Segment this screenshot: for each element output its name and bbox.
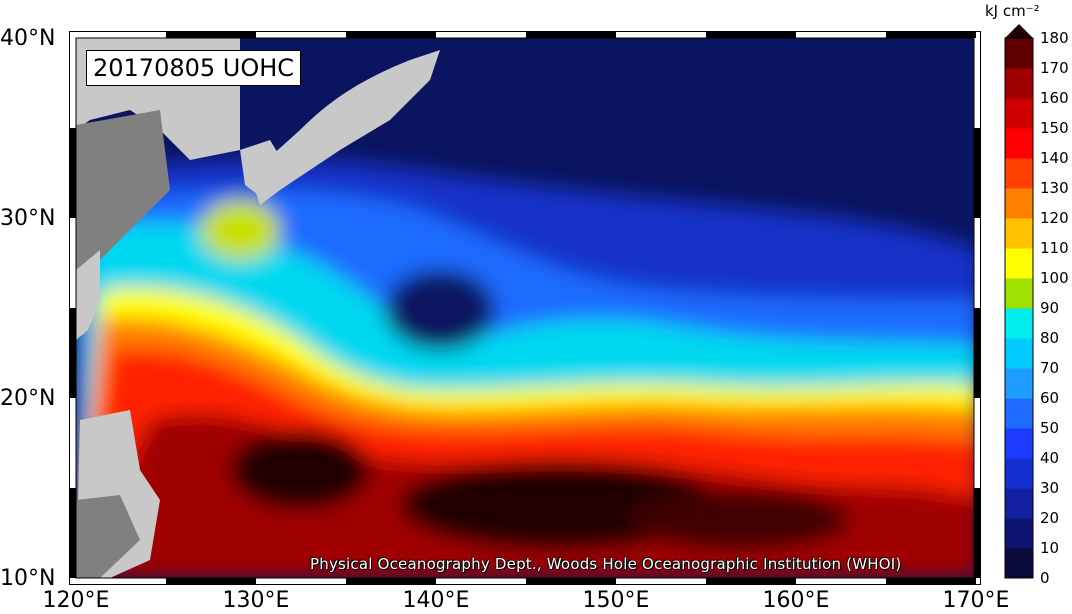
colorbar-tick-label: 120 (1040, 209, 1069, 227)
credit-text: Physical Oceanography Dept., Woods Hole … (310, 555, 902, 573)
colorbar-unit: kJ cm⁻² (985, 2, 1040, 20)
colorbar-segment (1005, 428, 1033, 459)
lon-label-140: 140°E (402, 588, 470, 613)
colorbar-segment (1005, 368, 1033, 399)
colorbar-tick-label: 50 (1040, 419, 1060, 437)
colorbar-border (1004, 37, 1034, 579)
colorbar-segment (1005, 278, 1033, 309)
colorbar-segment (1005, 38, 1033, 69)
colorbar-tick-label: 20 (1040, 509, 1060, 527)
colorbar-segment (1005, 128, 1033, 159)
colorbar-segment (1005, 458, 1033, 489)
colorbar-segment (1005, 308, 1033, 339)
lon-label-120: 120°E (42, 588, 110, 613)
colorbar-segment (1005, 548, 1033, 579)
colorbar-tick-label: 170 (1040, 59, 1069, 77)
lon-label-150: 150°E (582, 588, 650, 613)
colorbar-segment (1005, 188, 1033, 219)
lat-label-20: 20°N (0, 386, 56, 411)
colorbar-segment (1005, 68, 1033, 99)
colorbar-tick-label: 100 (1040, 269, 1069, 287)
colorbar-tick-label: 140 (1040, 149, 1069, 167)
lon-label-160: 160°E (762, 588, 830, 613)
colorbar-segment (1005, 158, 1033, 189)
colorbar-tick-label: 10 (1040, 539, 1060, 557)
colorbar-tick-label: 70 (1040, 359, 1060, 377)
colorbar-tick-label: 0 (1040, 569, 1050, 587)
colorbar-segment (1005, 248, 1033, 279)
lat-label-30: 30°N (0, 206, 56, 231)
colorbar-segment (1005, 488, 1033, 519)
colorbar-segment (1005, 398, 1033, 429)
lat-label-10: 10°N (0, 566, 56, 591)
colorbar-overflow-arrow (1005, 24, 1033, 38)
colorbar-tick-label: 40 (1040, 449, 1060, 467)
lon-label-130: 130°E (222, 588, 290, 613)
frame-ticks (69, 31, 981, 585)
lon-label-170: 170°E (942, 588, 1010, 613)
map-title: 20170805 UOHC (86, 50, 302, 86)
colorbar-tick-label: 60 (1040, 389, 1060, 407)
colorbar-tick-label: 90 (1040, 299, 1060, 317)
colorbar-tick-label: 180 (1040, 29, 1069, 47)
colorbar-tick-label: 110 (1040, 239, 1069, 257)
colorbar-tick-label: 130 (1040, 179, 1069, 197)
colorbar-tick-label: 160 (1040, 89, 1069, 107)
lat-label-40: 40°N (0, 26, 56, 51)
colorbar-tick-label: 30 (1040, 479, 1060, 497)
ocean-field (76, 38, 974, 578)
colorbar-segment (1005, 218, 1033, 249)
colorbar-tick-label: 150 (1040, 119, 1069, 137)
colorbar-segment (1005, 98, 1033, 129)
colorbar-tick-label: 80 (1040, 329, 1060, 347)
colorbar (1004, 24, 1034, 579)
colorbar-segment (1005, 338, 1033, 369)
colorbar-segment (1005, 518, 1033, 549)
